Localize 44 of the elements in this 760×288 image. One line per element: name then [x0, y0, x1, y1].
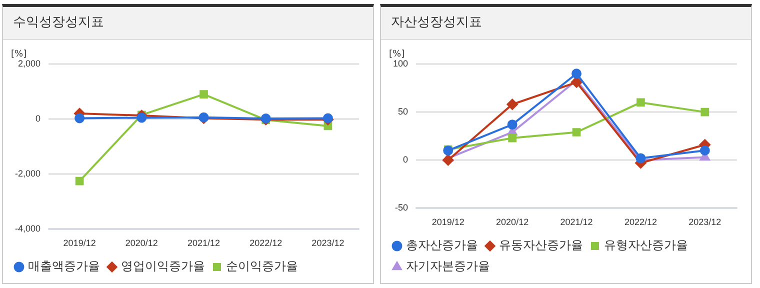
legend-label: 순이익증가율 — [226, 259, 298, 274]
y-tick-label: -50 — [395, 202, 408, 213]
legend-label: 매출액증가율 — [28, 259, 100, 274]
chart-title: 자산성장성지표 — [381, 7, 751, 40]
y-tick-label: 0 — [403, 154, 408, 165]
point — [75, 176, 84, 186]
point — [506, 98, 518, 110]
y-tick-label: 100 — [392, 58, 408, 68]
point — [508, 134, 516, 142]
y-axis-title: [%] — [389, 49, 405, 60]
legend-label: 총자산증가율 — [406, 238, 478, 252]
y-tick-label: 50 — [398, 106, 408, 117]
chart-title: 수익성장성지표 — [3, 7, 373, 40]
point — [572, 68, 582, 79]
x-tick-label: 2020/12 — [125, 238, 158, 248]
legend-label: 유형자산증가율 — [604, 238, 688, 252]
x-tick-label: 2023/12 — [688, 217, 722, 228]
point — [200, 90, 208, 98]
y-axis-title: [%] — [11, 49, 27, 60]
x-tick-label: 2021/12 — [560, 217, 593, 228]
x-tick-label: 2021/12 — [187, 238, 220, 248]
y-tick-label: 0 — [36, 114, 41, 124]
point — [442, 154, 454, 166]
y-tick-label: -4,000 — [14, 224, 41, 234]
x-tick-label: 2022/12 — [624, 217, 657, 228]
point — [74, 113, 85, 124]
x-tick-label: 2019/12 — [432, 217, 464, 228]
point — [700, 108, 710, 116]
point — [636, 98, 645, 107]
point — [571, 76, 582, 88]
point — [572, 128, 581, 136]
point — [322, 113, 333, 124]
point — [700, 146, 710, 156]
x-tick-label: 2019/12 — [63, 238, 96, 248]
legend-label: 유동자산증가율 — [499, 238, 583, 252]
point — [136, 112, 147, 123]
legend-label: 자기자본증가율 — [406, 259, 490, 274]
y-tick-label: -2,000 — [14, 168, 41, 179]
y-tick-label: 2,000 — [18, 58, 41, 68]
point — [507, 120, 518, 130]
x-tick-label: 2023/12 — [312, 238, 344, 248]
x-tick-label: 2020/12 — [496, 217, 529, 228]
x-tick-label: 2022/12 — [250, 238, 282, 248]
legend-label: 영업이익증가율 — [121, 259, 205, 274]
